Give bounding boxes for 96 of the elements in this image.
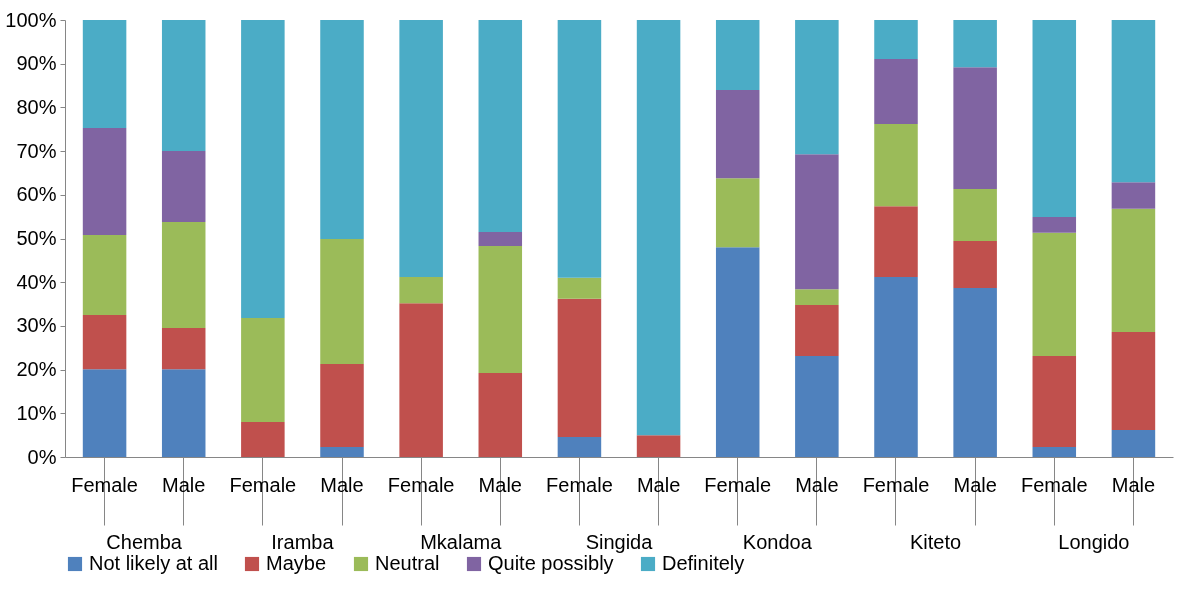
x-tick-label: Male	[162, 473, 206, 496]
bar	[82, 314, 127, 370]
x-tick-label: Female	[229, 473, 297, 496]
y-tick-label: 30%	[16, 314, 57, 337]
bar	[715, 178, 760, 248]
legend-label: Maybe	[266, 552, 327, 574]
bar	[1032, 356, 1077, 447]
bar	[636, 20, 681, 436]
legend-label: Neutral	[375, 552, 440, 574]
bar	[399, 276, 443, 304]
text: Mkalama	[420, 531, 503, 553]
bar	[241, 20, 285, 319]
bar	[161, 20, 206, 152]
x-tick-label: Male	[953, 473, 997, 496]
text: Kiteto	[909, 531, 962, 553]
bar	[953, 67, 997, 190]
bar	[320, 363, 364, 447]
x-tick-label: Male	[478, 473, 522, 496]
bar	[1032, 217, 1077, 233]
bar	[161, 151, 206, 222]
bar	[795, 154, 839, 290]
x-tick-label: Female	[1020, 473, 1088, 496]
bar	[320, 20, 364, 239]
legend-label: Not likely at all	[89, 552, 218, 574]
bar	[874, 276, 918, 457]
bar	[161, 369, 206, 457]
y-tick-label: 100%	[5, 8, 57, 31]
y-tick-label: 90%	[16, 52, 57, 75]
bar	[1111, 429, 1156, 457]
x-tick-label: Female	[71, 473, 138, 496]
y-tick-label: 80%	[16, 95, 57, 118]
bar	[1111, 332, 1156, 430]
bar	[1032, 232, 1077, 357]
bar	[82, 235, 127, 315]
bar	[715, 20, 760, 90]
y-tick-label: 10%	[16, 401, 57, 424]
bar	[795, 356, 839, 457]
bar	[82, 127, 127, 235]
bar	[1032, 20, 1077, 218]
y-tick-label: 70%	[16, 139, 57, 162]
x-tick-label: Female	[704, 473, 772, 496]
bar	[320, 238, 364, 364]
bar	[241, 422, 285, 457]
text: Iramba	[271, 531, 335, 553]
bar	[557, 277, 602, 299]
y-tick-label: 0%	[27, 445, 57, 468]
bar	[795, 20, 839, 155]
bar	[953, 287, 997, 457]
bar	[1111, 208, 1156, 333]
bar	[874, 58, 918, 125]
bar	[1032, 446, 1077, 457]
x-tick-label: Female	[862, 473, 930, 496]
y-tick-label: 20%	[16, 358, 57, 381]
bar	[953, 189, 997, 242]
text: Kondoa	[742, 531, 813, 553]
bar	[953, 20, 997, 68]
bar	[557, 436, 602, 457]
y-tick-label: 60%	[16, 183, 57, 206]
bar	[399, 303, 443, 457]
text: Singida	[585, 531, 654, 553]
bar	[478, 20, 523, 232]
legend-label: Definitely	[662, 552, 745, 574]
y-tick-label: 40%	[16, 270, 57, 293]
bar	[161, 221, 206, 329]
bar	[478, 245, 523, 374]
bar	[1111, 20, 1156, 183]
bar	[320, 446, 364, 457]
bar	[715, 247, 760, 457]
text: Chemba	[106, 531, 183, 553]
bar	[478, 231, 523, 246]
bar	[557, 298, 602, 437]
x-tick-label: Male	[320, 473, 364, 496]
bar	[874, 20, 918, 59]
bar	[241, 318, 285, 423]
bar	[715, 89, 760, 179]
text: Longido	[1058, 531, 1130, 553]
bar	[1111, 182, 1156, 209]
bar	[478, 373, 523, 457]
legend-label: Quite possibly	[488, 552, 614, 574]
x-tick-label: Female	[387, 473, 455, 496]
bar	[795, 304, 839, 357]
bar	[795, 289, 839, 305]
x-tick-label: Female	[546, 473, 613, 496]
x-tick-label: Male	[1111, 473, 1156, 496]
x-tick-label: Male	[795, 473, 839, 496]
bar	[161, 328, 206, 370]
x-tick-label: Male	[636, 473, 681, 496]
bar	[557, 20, 602, 278]
bar	[399, 20, 443, 277]
bar	[874, 206, 918, 277]
bar	[874, 124, 918, 207]
bar	[82, 20, 127, 128]
y-tick-label: 50%	[16, 227, 57, 249]
bar	[82, 369, 127, 457]
bar	[953, 241, 997, 288]
bar	[636, 435, 681, 457]
